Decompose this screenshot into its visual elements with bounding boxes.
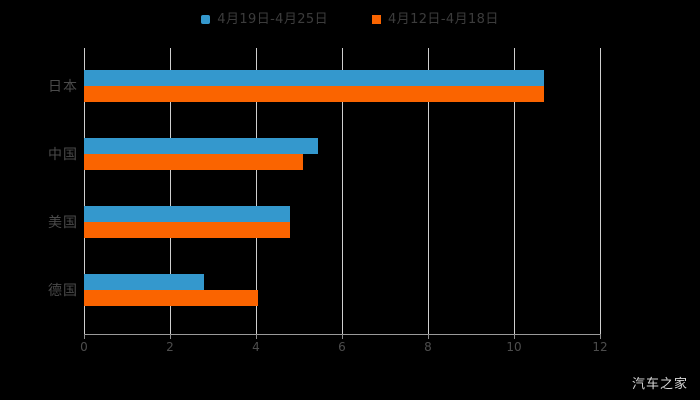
- gridline: [84, 48, 85, 334]
- category-label: 美国: [48, 215, 78, 231]
- x-axis-tick-label: 8: [424, 340, 432, 354]
- watermark: 汽车之家: [631, 377, 688, 392]
- legend-label-series-1: 4月19日-4月25日: [217, 11, 328, 27]
- x-axis-tick: [170, 334, 171, 339]
- legend-entry-series-2[interactable]: 4月12日-4月18日: [372, 13, 499, 26]
- x-axis-tick-label: 6: [338, 340, 346, 354]
- legend-entry-series-1[interactable]: 4月19日-4月25日: [201, 13, 328, 26]
- x-axis-tick-label: 0: [80, 340, 88, 354]
- x-axis-tick: [342, 334, 343, 339]
- bar[interactable]: [84, 86, 545, 102]
- bar[interactable]: [84, 70, 545, 86]
- x-axis-tick-label: 2: [166, 340, 174, 354]
- x-axis-tick: [514, 334, 515, 339]
- gridline: [600, 48, 601, 334]
- category-label: 中国: [48, 147, 78, 163]
- x-axis-tick-label: 10: [506, 340, 522, 354]
- x-axis-tick: [428, 334, 429, 339]
- x-axis-tick-label: 4: [252, 340, 260, 354]
- category-label: 德国: [48, 283, 78, 299]
- legend-marker-circle-icon: [201, 14, 211, 24]
- bar[interactable]: [84, 206, 291, 222]
- bar[interactable]: [84, 290, 259, 306]
- legend-marker-square-icon: [372, 14, 381, 24]
- category-axis: 日本 中国 美国 德国: [0, 0, 78, 400]
- plot-area: [84, 48, 601, 334]
- gridline: [342, 48, 343, 334]
- bar[interactable]: [84, 138, 319, 154]
- bar[interactable]: [84, 154, 304, 170]
- legend-label-series-2: 4月12日-4月18日: [388, 11, 499, 27]
- x-axis-tick-label: 12: [592, 340, 608, 354]
- x-axis-tick: [256, 334, 257, 339]
- category-label: 日本: [48, 79, 78, 95]
- x-axis-tick: [600, 334, 601, 339]
- bar[interactable]: [84, 274, 205, 290]
- gridline: [428, 48, 429, 334]
- gridline: [170, 48, 171, 334]
- bar[interactable]: [84, 222, 291, 238]
- chart-legend: 4月19日-4月25日 4月12日-4月18日: [0, 6, 700, 32]
- gridline: [514, 48, 515, 334]
- gridline: [256, 48, 257, 334]
- x-axis-tick: [84, 334, 85, 339]
